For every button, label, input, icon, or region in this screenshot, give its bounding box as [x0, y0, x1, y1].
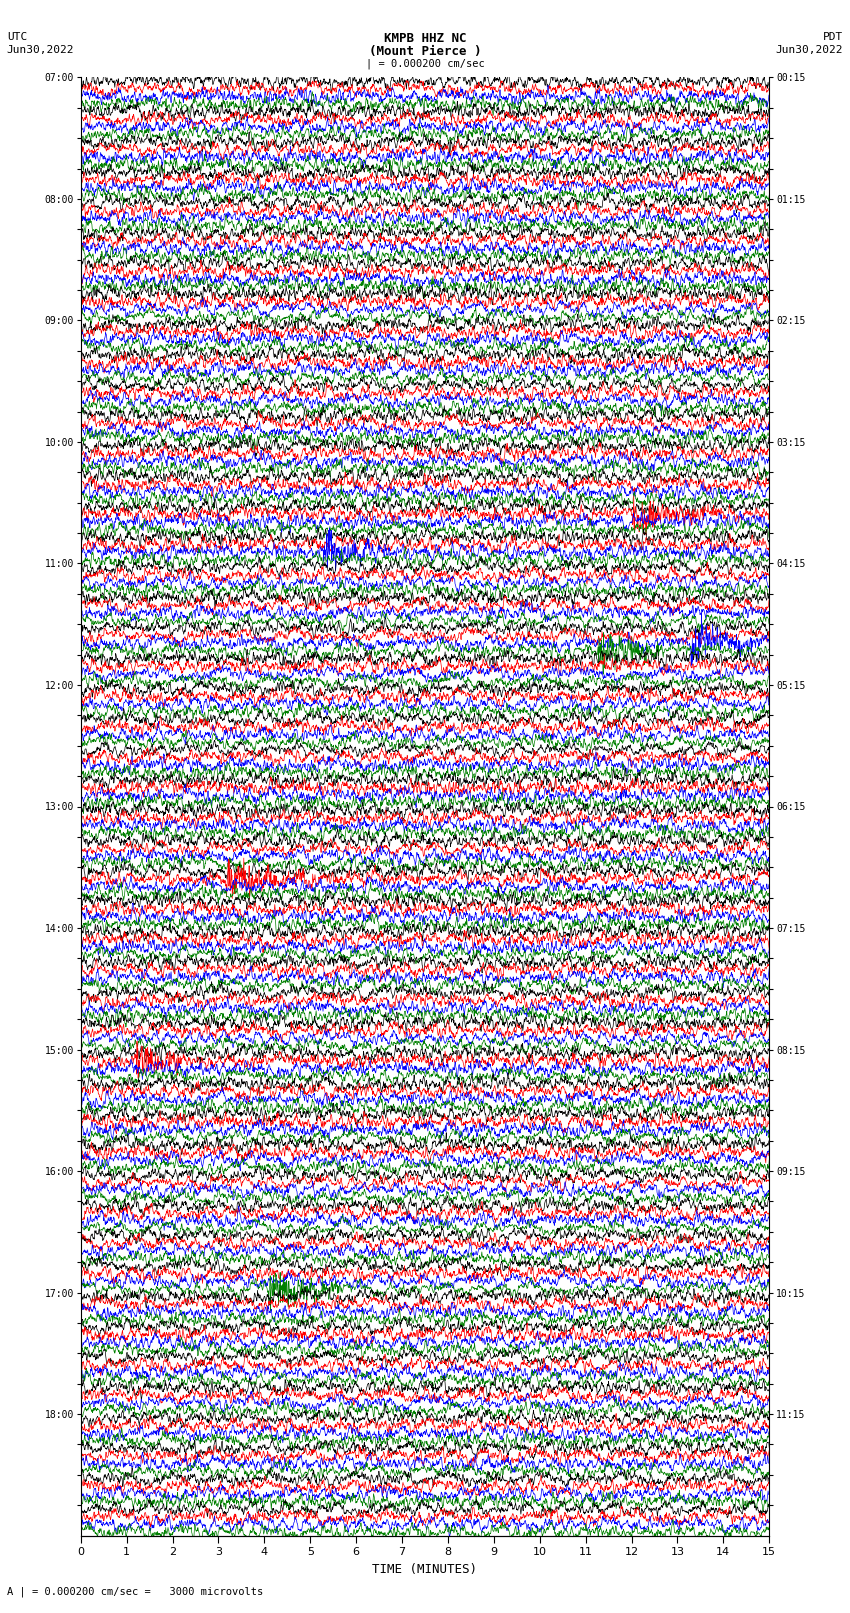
Text: UTC: UTC	[7, 32, 27, 42]
Text: Jun30,2022: Jun30,2022	[776, 45, 843, 55]
Text: | = 0.000200 cm/sec: | = 0.000200 cm/sec	[366, 58, 484, 69]
Text: KMPB HHZ NC: KMPB HHZ NC	[383, 32, 467, 45]
Text: (Mount Pierce ): (Mount Pierce )	[369, 45, 481, 58]
X-axis label: TIME (MINUTES): TIME (MINUTES)	[372, 1563, 478, 1576]
Text: PDT: PDT	[823, 32, 843, 42]
Text: Jun30,2022: Jun30,2022	[7, 45, 74, 55]
Text: A | = 0.000200 cm/sec =   3000 microvolts: A | = 0.000200 cm/sec = 3000 microvolts	[7, 1586, 263, 1597]
